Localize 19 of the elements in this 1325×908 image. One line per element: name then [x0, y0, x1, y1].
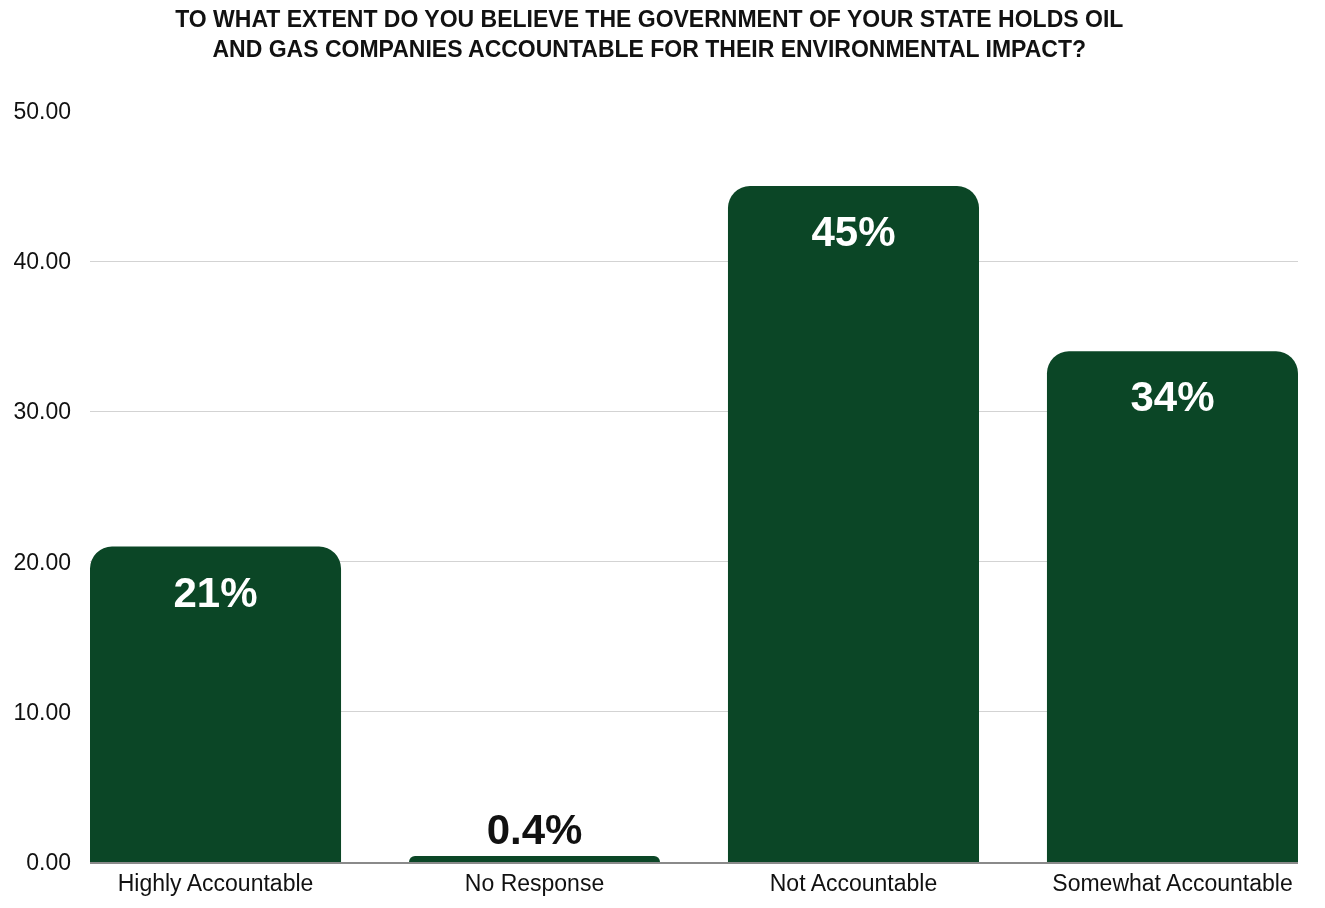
- y-tick-label: 0.00: [26, 849, 71, 876]
- bar: [90, 546, 342, 862]
- x-tick-label: Not Accountable: [769, 870, 938, 897]
- y-tick-label: 10.00: [13, 698, 71, 725]
- y-tick-label: 30.00: [13, 398, 71, 425]
- chart-title: TO WHAT EXTENT DO YOU BELIEVE THE GOVERNMENT OF YOUR STATE HOLDS OIL AND GAS COMPANIES ACCOUNTABLE FOR THEIR ENVIRONMENTAL IMPACT?: [175, 6, 1124, 63]
- y-tick-label: 50.00: [13, 98, 71, 125]
- x-tick-label: Somewhat Accountable: [1052, 870, 1293, 897]
- data-label: 21%: [173, 568, 258, 616]
- x-tick-label: Highly Accountable: [117, 870, 314, 897]
- bar: [727, 186, 980, 862]
- data-label: 0.4%: [486, 805, 583, 853]
- bar: [1046, 351, 1298, 862]
- y-tick-label: 40.00: [13, 248, 71, 275]
- x-tick-label: No Response: [464, 870, 605, 897]
- data-label: 34%: [1130, 373, 1215, 421]
- data-label: 45%: [811, 208, 896, 256]
- bar: [408, 855, 661, 862]
- y-tick-label: 20.00: [13, 548, 71, 575]
